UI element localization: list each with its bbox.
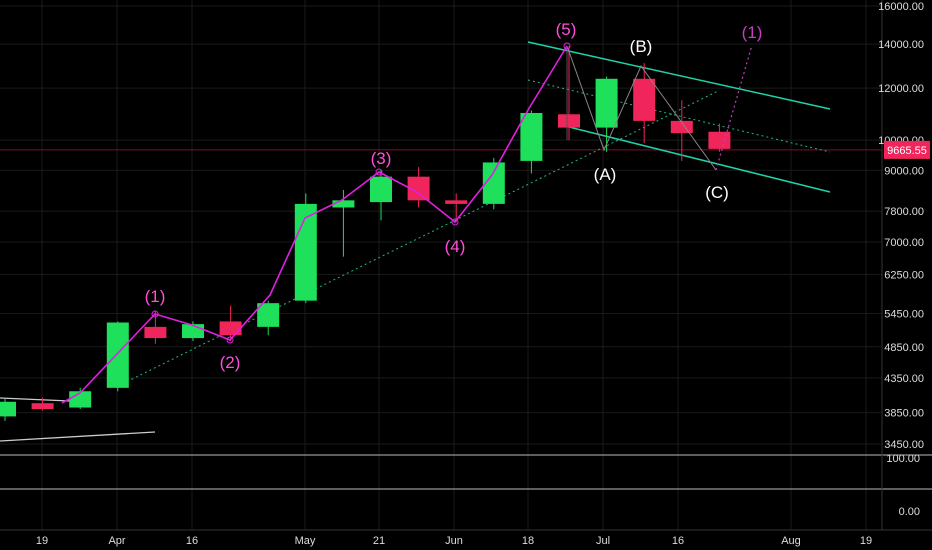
- time-tick-label: 16: [186, 535, 198, 547]
- price-tick-label: 16000.00: [878, 1, 924, 13]
- candle-body: [595, 78, 618, 128]
- wave-label: (1): [742, 23, 763, 42]
- candle-body: [257, 303, 280, 327]
- indicator-axis[interactable]: 100.00 0.00: [886, 453, 920, 518]
- candle-body: [332, 200, 355, 208]
- candle-body: [445, 200, 468, 204]
- candles: [0, 46, 731, 421]
- price-tick-label: 6250.00: [884, 269, 924, 281]
- candle-body: [633, 78, 656, 121]
- last-price-tag: 9665.55: [884, 140, 930, 159]
- candle-body: [31, 403, 54, 409]
- price-tick-label: 9000.00: [884, 165, 924, 177]
- price-tick-label: 7800.00: [884, 206, 924, 218]
- time-tick-label: 18: [522, 535, 534, 547]
- wave-point: [375, 168, 383, 176]
- wave-label: (C): [705, 183, 729, 202]
- time-tick-label: Jun: [445, 535, 463, 547]
- candle-body: [520, 112, 543, 161]
- wave-lines: [61, 42, 753, 404]
- price-tick-label: 3450.00: [884, 439, 924, 451]
- time-tick-label: Jul: [596, 535, 610, 547]
- trend-line: [0, 431, 156, 442]
- wave-label: (B): [630, 37, 653, 56]
- time-tick-label: May: [295, 535, 316, 547]
- wave-label: (2): [220, 353, 241, 372]
- trend-line: [0, 397, 71, 402]
- last-price-label: 9665.55: [887, 145, 927, 157]
- projection-line: [715, 44, 753, 171]
- wave-label: (5): [556, 20, 577, 39]
- wave-point: [563, 42, 571, 50]
- indicator-tick-label: 100.00: [886, 453, 920, 465]
- time-tick-label: Apr: [108, 535, 125, 547]
- price-axis[interactable]: 16000.0014000.0012000.0010000.009000.007…: [878, 1, 924, 451]
- time-tick-label: 19: [860, 535, 872, 547]
- time-tick-label: 21: [373, 535, 385, 547]
- channel-lower: [564, 125, 831, 193]
- grid: [0, 0, 932, 531]
- drawing-overlays: [0, 41, 882, 442]
- candle-body: [106, 322, 129, 388]
- wave-label: (4): [445, 237, 466, 256]
- candle-body: [0, 401, 16, 417]
- candle-body: [558, 114, 580, 128]
- price-tick-label: 12000.00: [878, 83, 924, 95]
- correction-wave-line: [566, 45, 717, 171]
- candle-body: [370, 176, 392, 203]
- price-tick-label: 4350.00: [884, 373, 924, 385]
- indicator-tick-label: 0.00: [899, 506, 920, 518]
- last-price-box: [884, 140, 930, 159]
- wave-labels: (1) (2) (3) (4) (5) (A) (B) (C) (1): [145, 20, 763, 372]
- price-tick-label: 14000.00: [878, 39, 924, 51]
- wave-label: (A): [594, 165, 617, 184]
- trend-line-dotted: [117, 90, 719, 387]
- candle-body: [144, 326, 167, 339]
- time-tick-label: Aug: [781, 535, 801, 547]
- wave-label: (3): [371, 149, 392, 168]
- time-tick-label: 16: [672, 535, 684, 547]
- impulse-wave-line: [61, 45, 568, 404]
- candle-body: [482, 162, 505, 204]
- price-tick-label: 4850.00: [884, 342, 924, 354]
- candle-body: [219, 321, 242, 336]
- time-axis[interactable]: 19 Apr 16 May 21 Jun 18 Jul 16 Aug 19: [36, 535, 872, 547]
- wave-point: [451, 218, 459, 226]
- candle-body: [708, 131, 731, 149]
- price-tick-label: 5450.00: [884, 308, 924, 320]
- price-tick-label: 3850.00: [884, 408, 924, 420]
- channel-upper: [527, 41, 831, 110]
- price-tick-label: 7000.00: [884, 237, 924, 249]
- wave-point: [151, 310, 159, 318]
- time-tick-label: 19: [36, 535, 48, 547]
- wave-label: (1): [145, 287, 166, 306]
- wave-point: [226, 336, 234, 344]
- candle-body: [407, 176, 430, 201]
- channel-mid: [527, 79, 831, 153]
